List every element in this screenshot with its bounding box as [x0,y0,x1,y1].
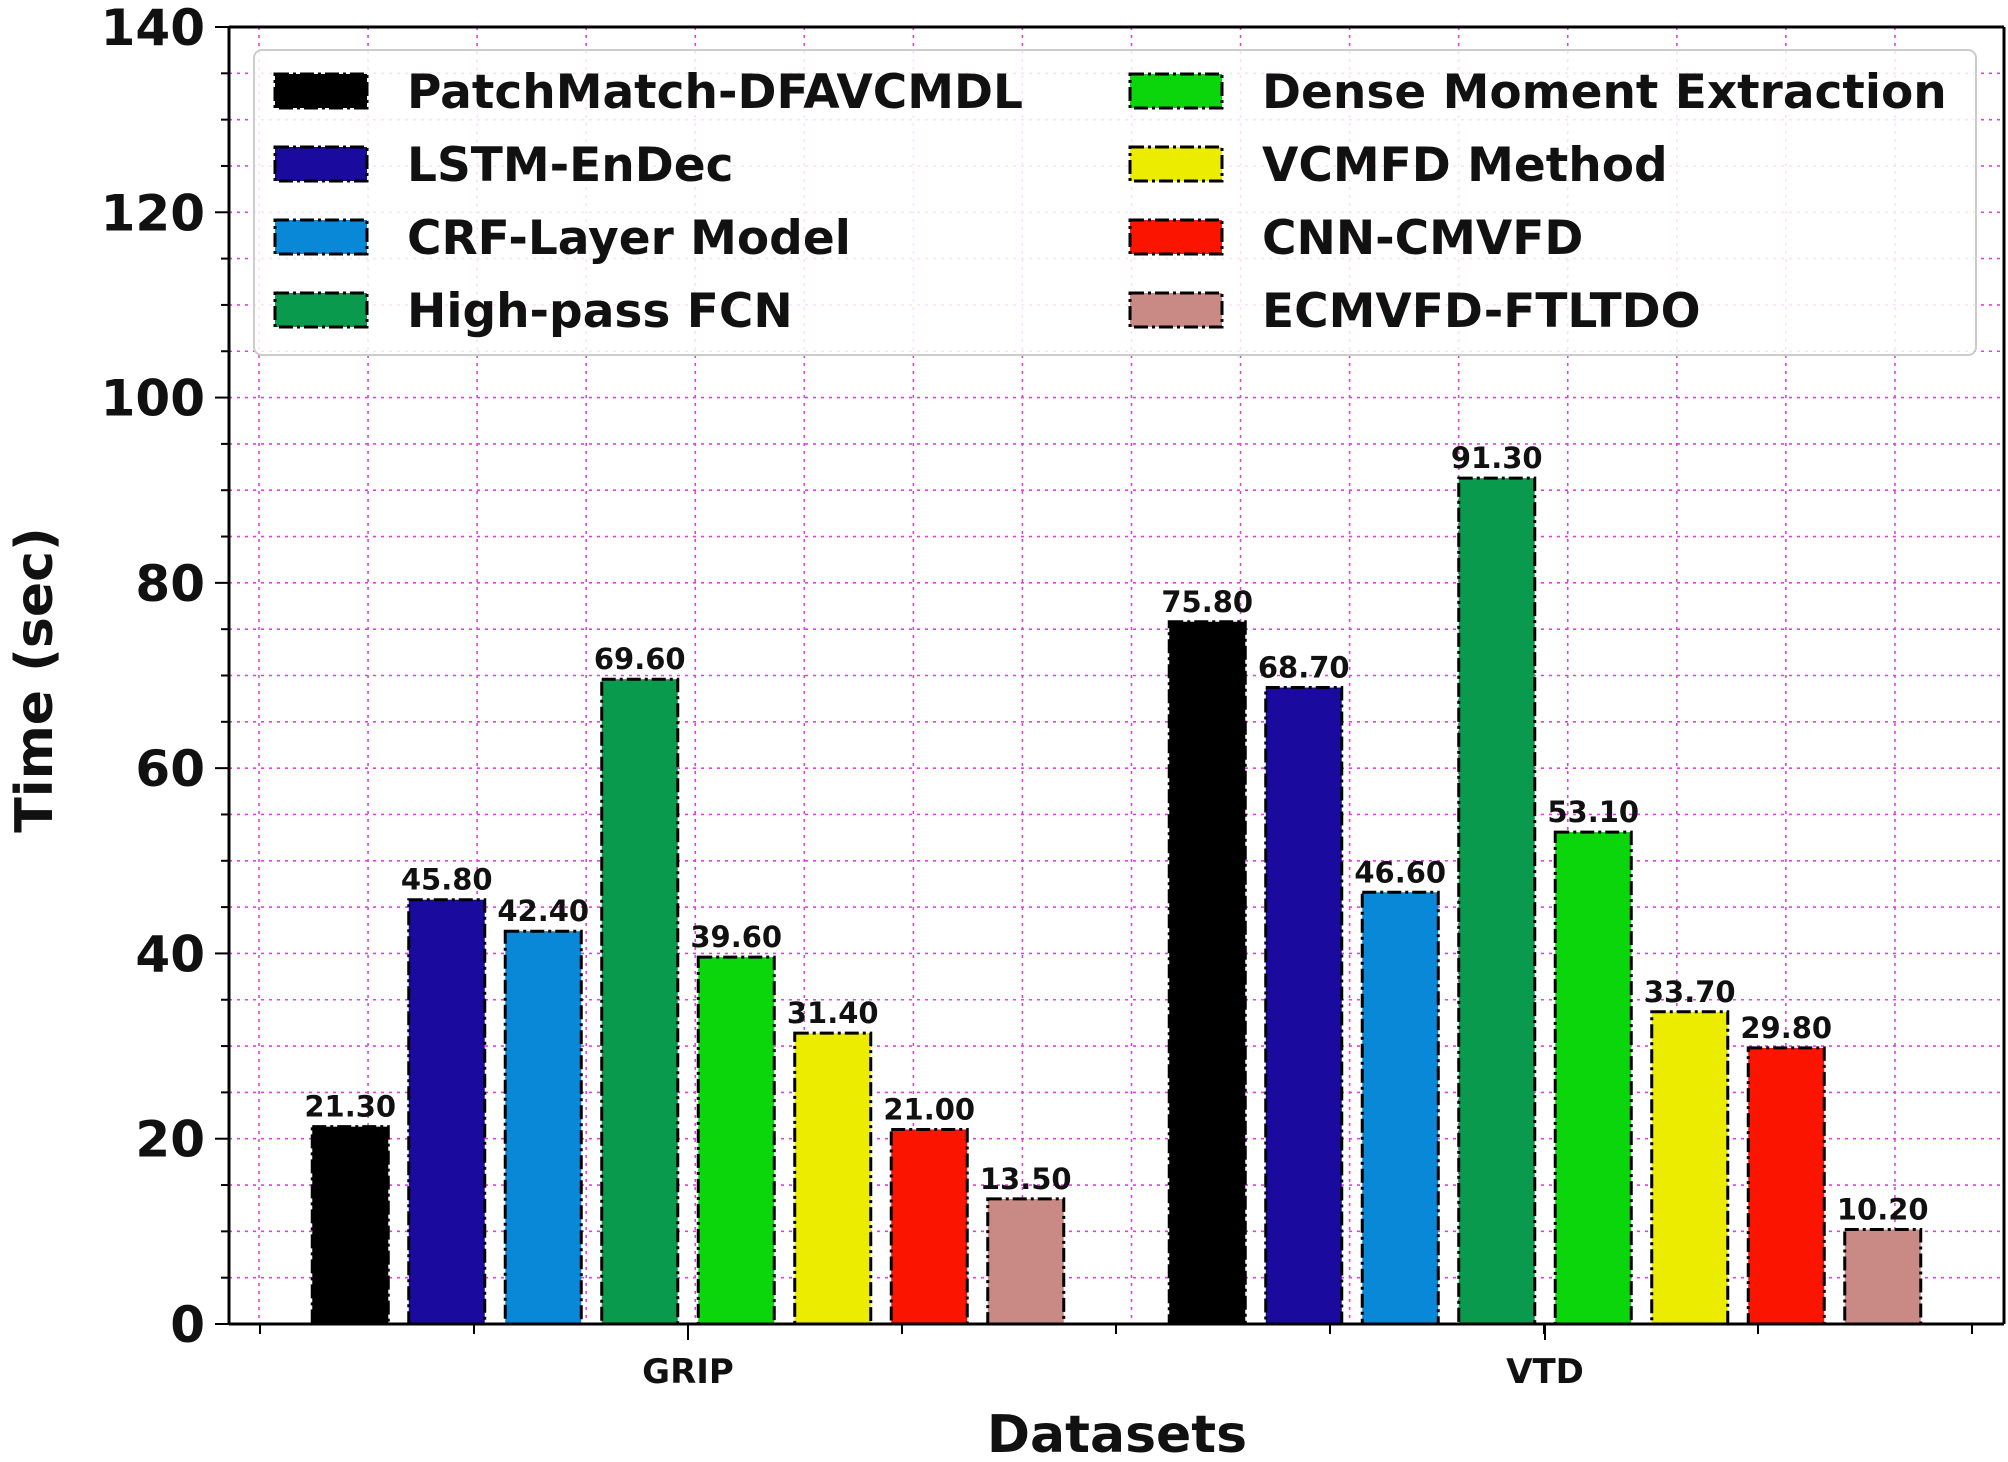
legend-swatch [1128,72,1224,110]
legend-swatch [1128,145,1224,183]
y-tick-label: 0 [170,1296,205,1354]
legend: PatchMatch-DFAVCMDL LSTM-EnDec CRF-Layer M… [253,49,1977,356]
bar-value-label: 91.30 [1451,441,1543,475]
bar-dense-moment-extraction-grip [696,955,776,1326]
bar-value-label: 21.30 [304,1090,396,1124]
bar-lstm-endec-grip [407,898,487,1326]
y-tick-label: 60 [135,740,205,798]
legend-entry-label: CRF-Layer Model [407,211,851,266]
x-tick-label: VTD [1506,1352,1584,1392]
bar-value-label: 68.70 [1258,651,1350,685]
y-tick-label: 120 [101,184,205,242]
bar-patchmatch-dfavcmdl-grip [310,1125,390,1326]
legend-entry-label: ECMVFD-FTLTDO [1262,284,1701,339]
bar-ecmvfd-ftltdo-vtd [1843,1228,1923,1326]
bar-lstm-endec-vtd [1264,686,1344,1326]
bar-ecmvfd-ftltdo-grip [986,1197,1066,1326]
bar-value-label: 29.80 [1740,1011,1832,1045]
x-tick-label: GRIP [642,1352,734,1392]
bar-value-labels: 21.30 75.80 45.80 68.70 42.40 46.60 69.60 91.30… [304,441,1928,1226]
bar-vcmfd-method-vtd [1650,1010,1730,1326]
legend-swatch [273,145,369,183]
bar-value-label: 42.40 [497,894,589,928]
bar-dense-moment-extraction-vtd [1553,830,1633,1326]
bar-cnn-cmvfd-grip [889,1127,969,1326]
bar-value-label: 39.60 [690,920,782,954]
axes: 0 20 40 60 80 100 120 140 GRIP VTD [101,0,2006,1392]
y-axis-label: Time (sec) [5,527,65,832]
y-tick-label: 80 [135,555,205,613]
legend-swatch [1128,291,1224,329]
bar-value-label: 21.00 [883,1092,975,1126]
bar-high-pass-fcn-grip [600,677,680,1326]
legend-box [253,49,1977,356]
bar-cnn-cmvfd-vtd [1746,1046,1826,1326]
legend-entry-label: Dense Moment Extraction [1262,65,1947,120]
legend-swatch [273,72,369,110]
bar-crf-layer-model-grip [503,929,583,1326]
legend-entry-label: High-pass FCN [407,284,793,339]
bar-value-label: 53.10 [1547,795,1639,829]
bar-value-label: 75.80 [1161,585,1253,619]
legend-swatch [1128,218,1224,256]
y-tick-label: 140 [101,0,205,57]
bar-crf-layer-model-vtd [1360,890,1440,1326]
bar-value-label: 46.60 [1354,855,1446,889]
y-tick-label: 40 [135,925,205,983]
legend-swatch [273,291,369,329]
legend-swatch [273,218,369,256]
y-tick-label: 100 [101,370,205,428]
bar-value-label: 10.20 [1837,1193,1929,1227]
legend-entry-label: VCMFD Method [1262,138,1668,193]
bar-patchmatch-dfavcmdl-vtd [1167,620,1247,1326]
legend-entry-label: PatchMatch-DFAVCMDL [407,65,1023,120]
x-axis-label: Datasets [987,1405,1247,1462]
legend-entry-label: CNN-CMVFD [1262,211,1583,266]
bar-value-label: 33.70 [1644,975,1736,1009]
bars [310,476,1923,1326]
bar-high-pass-fcn-vtd [1457,476,1537,1326]
bar-value-label: 13.50 [980,1162,1072,1196]
y-tick-label: 20 [135,1111,205,1169]
bar-vcmfd-method-grip [793,1031,873,1326]
bar-value-label: 31.40 [787,996,879,1030]
legend-entry-label: LSTM-EnDec [407,138,733,193]
bar-value-label: 69.60 [594,642,686,676]
bar-value-label: 45.80 [401,863,493,897]
